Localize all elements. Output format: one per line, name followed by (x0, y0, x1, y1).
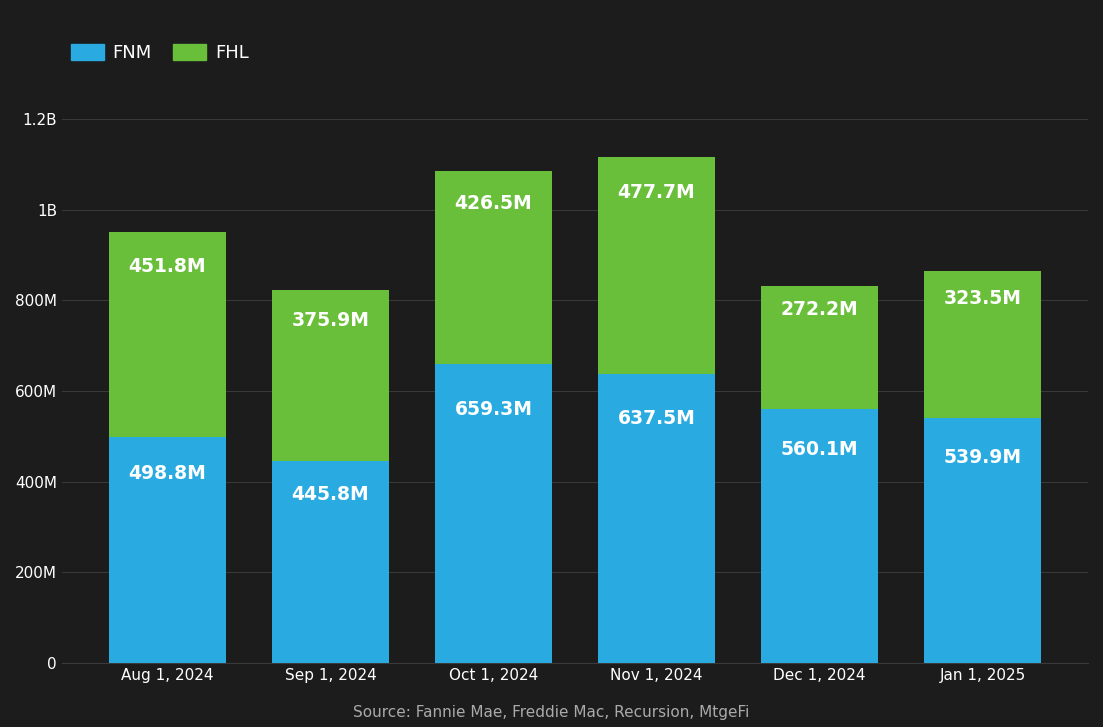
Text: 445.8M: 445.8M (291, 485, 370, 504)
Text: 560.1M: 560.1M (781, 440, 858, 459)
Text: Source: Fannie Mae, Freddie Mac, Recursion, MtgeFi: Source: Fannie Mae, Freddie Mac, Recursi… (353, 704, 750, 720)
Text: 272.2M: 272.2M (781, 300, 858, 319)
Legend: FNM, FHL: FNM, FHL (71, 44, 249, 62)
Bar (598, 374, 715, 663)
Bar (924, 271, 1041, 418)
Bar (271, 461, 389, 663)
Bar (761, 409, 878, 663)
Text: 451.8M: 451.8M (129, 257, 206, 276)
Text: 323.5M: 323.5M (944, 289, 1021, 308)
Text: 659.3M: 659.3M (454, 400, 533, 419)
Bar (435, 364, 553, 663)
Bar (271, 290, 389, 461)
Text: 539.9M: 539.9M (943, 448, 1021, 467)
Bar (108, 232, 226, 437)
Text: 637.5M: 637.5M (618, 409, 696, 427)
Bar (108, 437, 226, 663)
Bar (435, 171, 553, 364)
Text: 498.8M: 498.8M (128, 464, 206, 483)
Bar (761, 286, 878, 409)
Text: 477.7M: 477.7M (618, 183, 695, 202)
Bar (924, 418, 1041, 663)
Text: 426.5M: 426.5M (454, 194, 533, 213)
Bar (598, 157, 715, 374)
Text: 375.9M: 375.9M (291, 311, 370, 330)
